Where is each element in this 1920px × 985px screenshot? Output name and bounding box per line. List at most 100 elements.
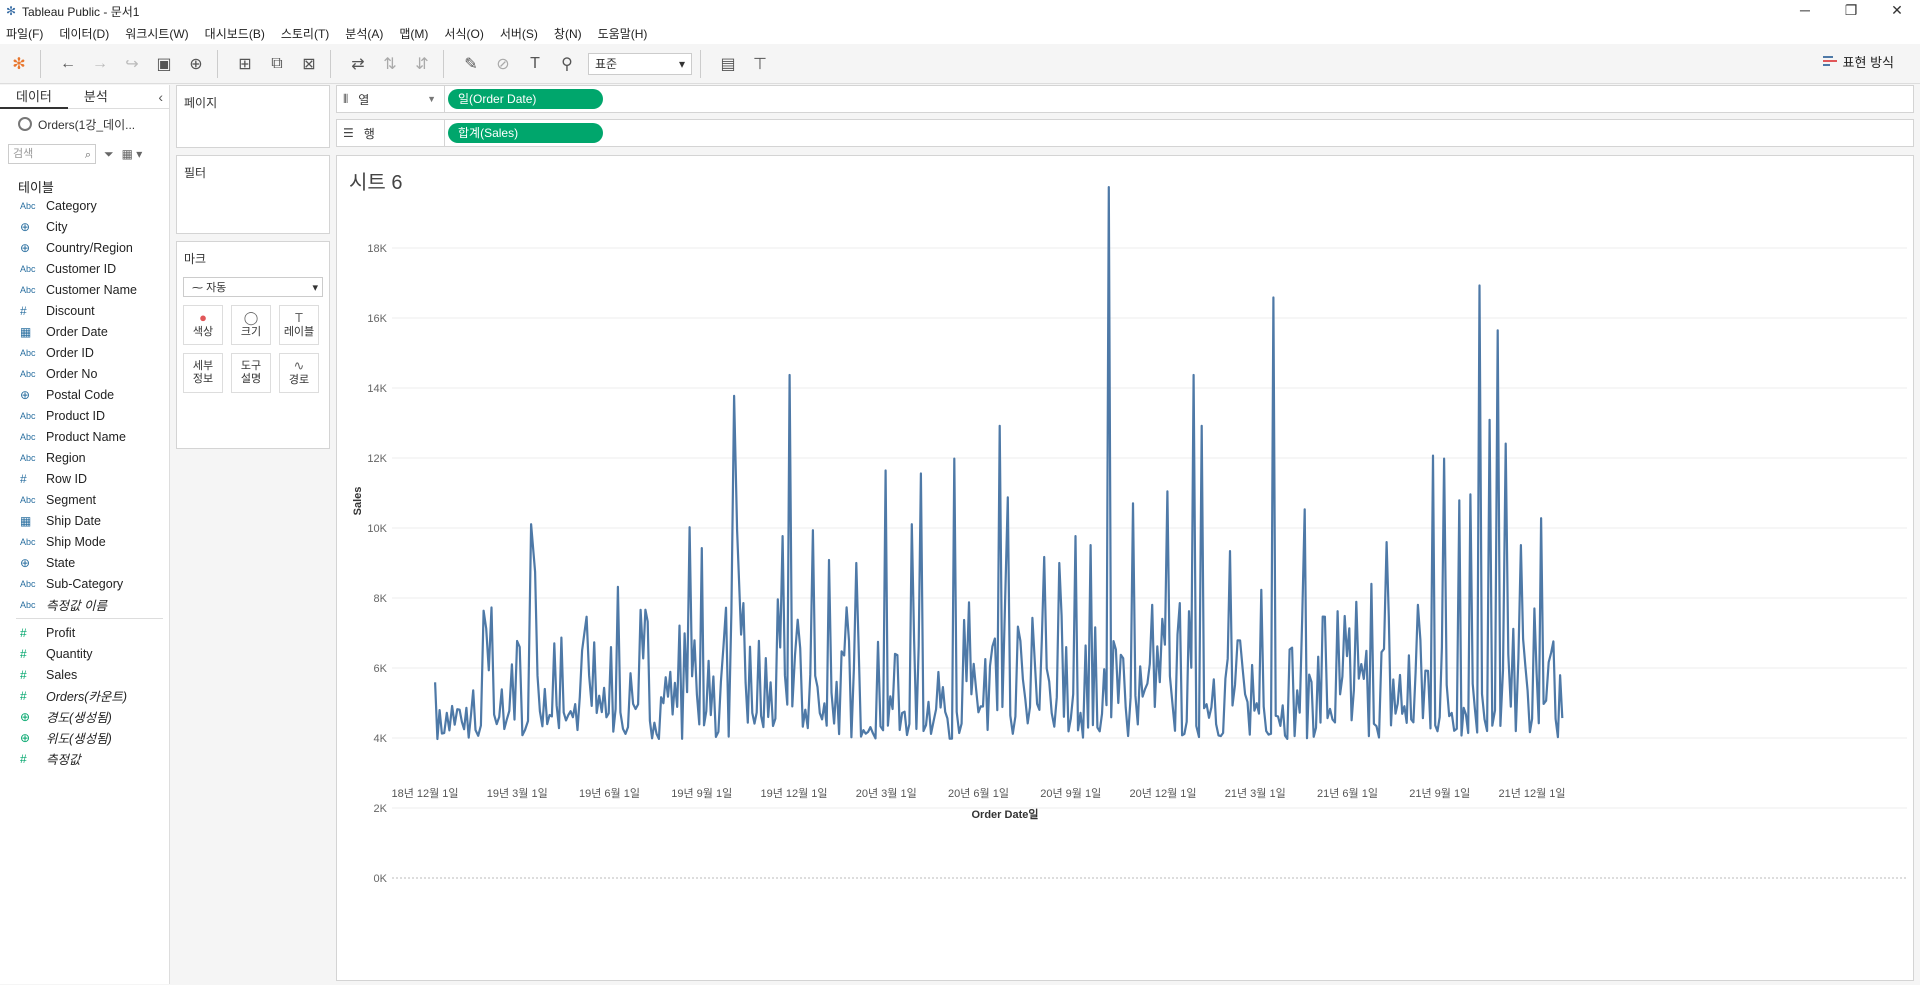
field-item[interactable]: # Sales (0, 664, 169, 685)
filter-icon[interactable]: ⏷ (104, 146, 114, 161)
search-input[interactable]: 검색 ⌕ (8, 144, 96, 164)
menu-dashboard[interactable]: 대시보드(B) (204, 26, 265, 41)
tab-analytics[interactable]: 분석 (83, 88, 108, 104)
pages-card[interactable]: 페이지 (176, 85, 330, 148)
collapse-icon[interactable]: ‹ (158, 88, 163, 105)
field-item[interactable]: Abc Product Name (0, 426, 169, 447)
view-options-icon[interactable]: ▦ ▾ (121, 147, 143, 161)
labels-icon[interactable]: T (530, 54, 540, 72)
sales-pill[interactable]: 합계(Sales) (448, 123, 603, 143)
show-me-button[interactable]: 표현 방식 (1822, 52, 1894, 71)
menu-analysis[interactable]: 분석(A) (345, 26, 384, 41)
field-item[interactable]: # 측정값 (0, 748, 169, 769)
field-item[interactable]: Abc Order No (0, 363, 169, 384)
field-item[interactable]: Abc Order ID (0, 342, 169, 363)
menu-data[interactable]: 데이터(D) (59, 26, 110, 41)
field-item[interactable]: ⊕ State (0, 552, 169, 573)
field-item[interactable]: ⊕ City (0, 216, 169, 237)
field-item[interactable]: Abc Customer ID (0, 258, 169, 279)
field-item[interactable]: # Quantity (0, 643, 169, 664)
y-axis-label: Sales (352, 487, 364, 516)
redo-icon[interactable]: → (92, 54, 108, 72)
show-cards-icon[interactable]: ▤ (720, 55, 736, 73)
mark-type-select[interactable]: ⁓ 자동 ▾ (183, 277, 323, 297)
rows-icon: ☰ (343, 126, 354, 140)
columns-shelf[interactable]: ⦀ 열 ▼ 일(Order Date) (336, 85, 1914, 113)
menu-server[interactable]: 서버(S) (499, 26, 538, 41)
replay-icon[interactable]: ↪ (125, 55, 139, 73)
color-button[interactable]: ● 색상 (183, 305, 223, 345)
field-item[interactable]: Abc Ship Mode (0, 531, 169, 552)
field-name: 측정값 (46, 753, 81, 767)
tooltip-button[interactable]: 도구 설명 (231, 353, 271, 393)
field-item[interactable]: Abc Segment (0, 489, 169, 510)
save-icon[interactable]: ▣ (156, 55, 172, 73)
sort-descending-icon[interactable]: ⇵ (415, 55, 429, 73)
minimize-icon[interactable]: ─ (1800, 2, 1810, 18)
line-chart[interactable]: 0K 2K 4K 6K 8K 10K 12K 14K 16K 18K 18년 12월 1일 19년 3… (337, 156, 1915, 982)
detail-button[interactable]: 세부 정보 (183, 353, 223, 393)
field-item[interactable]: Abc Region (0, 447, 169, 468)
pin-icon[interactable]: ⚲ (561, 55, 573, 73)
datasource-item[interactable]: Orders(1강_데이... (0, 109, 169, 139)
field-item[interactable]: Abc Customer Name (0, 279, 169, 300)
close-icon[interactable]: ✕ (1891, 2, 1903, 18)
field-item[interactable]: ⊕ 경도(생성됨) (0, 706, 169, 727)
size-icon: ◯ (243, 310, 259, 325)
x-tick-label: 21년 6월 1일 (1317, 786, 1378, 800)
group-icon[interactable]: ⊘ (496, 55, 510, 73)
marks-buttons: ● 색상 ◯ 크기 T 레이블 세부 정보 도구 설명 ∿ 경로 (183, 305, 329, 393)
restore-icon[interactable]: ❐ (1844, 2, 1858, 18)
x-tick-label: 18년 12월 1일 (391, 786, 458, 800)
calendar-icon: ▦ (20, 513, 32, 528)
order-date-pill[interactable]: 일(Order Date) (448, 89, 603, 109)
menu-file[interactable]: 파일(F) (6, 26, 44, 41)
field-item[interactable]: # Row ID (0, 468, 169, 489)
presentation-mode-icon[interactable]: ⊤ (753, 55, 767, 73)
field-item[interactable]: # Orders(카운트) (0, 685, 169, 706)
globe-icon: ⊕ (20, 709, 31, 724)
tableau-home-icon[interactable]: ✻ (12, 55, 26, 73)
field-item[interactable]: Abc Product ID (0, 405, 169, 426)
new-worksheet-icon[interactable]: ⊞ (238, 55, 252, 73)
color-label: 색상 (192, 326, 214, 338)
menu-help[interactable]: 도움말(H) (597, 26, 648, 41)
window-title: Tableau Public - 문서1 (22, 4, 140, 19)
label-button[interactable]: T 레이블 (279, 305, 319, 345)
highlight-icon[interactable]: ✎ (464, 55, 478, 73)
size-button[interactable]: ◯ 크기 (231, 305, 271, 345)
field-name: Category (46, 198, 97, 213)
field-item[interactable]: ⊕ 위도(생성됨) (0, 727, 169, 748)
rows-shelf[interactable]: ☰ 행 합계(Sales) (336, 119, 1914, 147)
field-item[interactable]: ⊕ Postal Code (0, 384, 169, 405)
tab-data[interactable]: 데이터 (0, 85, 68, 109)
menu-map[interactable]: 맵(M) (399, 26, 429, 41)
field-item[interactable]: ▦ Ship Date (0, 510, 169, 531)
fit-select[interactable]: 표준 ▾ (588, 52, 692, 75)
duplicate-sheet-icon[interactable]: ⧉ (271, 54, 283, 72)
field-divider (16, 618, 163, 619)
field-item[interactable]: Abc 측정값 이름 (0, 594, 169, 615)
undo-icon[interactable]: ← (60, 54, 76, 72)
abc-icon: Abc (20, 452, 36, 463)
field-item[interactable]: # Discount (0, 300, 169, 321)
path-button[interactable]: ∿ 경로 (279, 353, 319, 393)
field-item[interactable]: # Profit (0, 622, 169, 643)
field-item[interactable]: ⊕ Country/Region (0, 237, 169, 258)
swap-rows-columns-icon[interactable]: ⇄ (351, 55, 365, 73)
field-item[interactable]: Abc Sub-Category (0, 573, 169, 594)
field-item[interactable]: ▦ Order Date (0, 321, 169, 342)
sort-ascending-icon[interactable]: ⇅ (383, 55, 397, 73)
menu-worksheet[interactable]: 워크시트(W) (125, 26, 189, 41)
menu-format[interactable]: 서식(O) (444, 26, 484, 41)
clear-sheet-icon[interactable]: ⊠ (302, 55, 316, 73)
menu-window[interactable]: 창(N) (553, 26, 582, 41)
x-tick-label: 20년 6월 1일 (948, 786, 1009, 800)
label-label: 레이블 (283, 326, 315, 338)
columns-shelf-label: ⦀ 열 ▼ (337, 86, 445, 112)
new-datasource-icon[interactable]: ⊕ (189, 55, 203, 73)
filters-card[interactable]: 필터 (176, 155, 330, 234)
menu-story[interactable]: 스토리(T) (280, 26, 330, 41)
field-item[interactable]: Abc Category (0, 195, 169, 216)
path-label: 경로 (288, 374, 310, 386)
